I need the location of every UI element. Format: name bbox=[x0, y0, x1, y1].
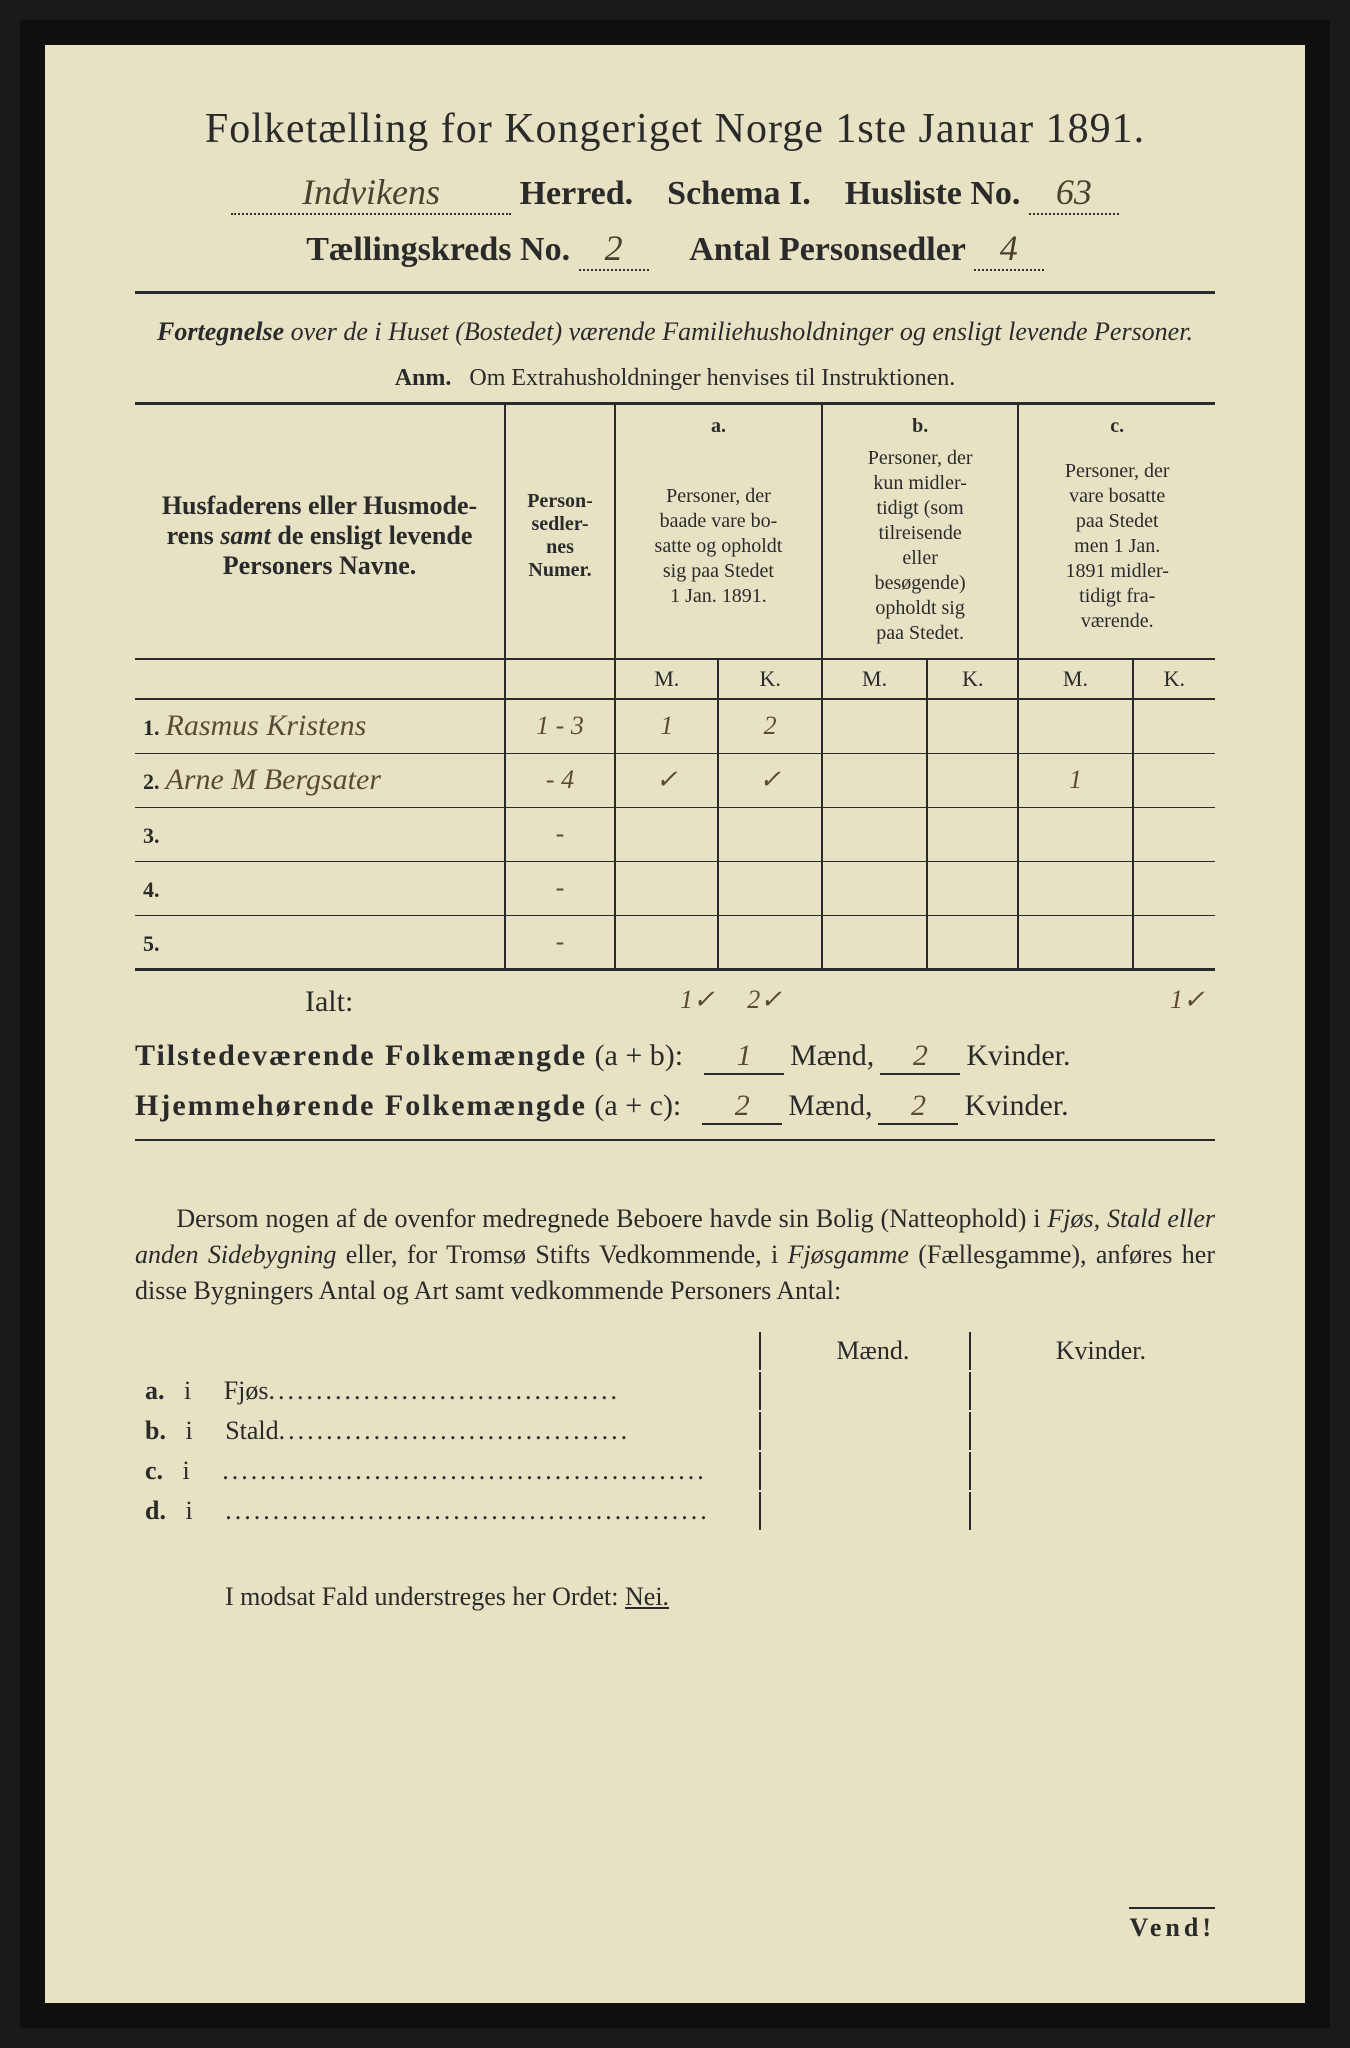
col-a-label: a. bbox=[615, 404, 822, 441]
subtitle-rest: over de i Huset (Bostedet) værende Famil… bbox=[284, 317, 1193, 346]
mk-table: Mænd. Kvinder. a. i Fjøs b. i Stald c. i… bbox=[135, 1330, 1215, 1532]
maend-header: Mænd. bbox=[779, 1332, 967, 1370]
kvinder-label: Kvinder. bbox=[966, 1039, 1070, 1073]
header-line-3: Tællingskreds No. 2 Antal Personsedler 4 bbox=[135, 227, 1215, 271]
mk-row: b. i Stald bbox=[137, 1412, 1213, 1450]
hjemme-k: 2 bbox=[878, 1089, 958, 1125]
kvinder-label: Kvinder. bbox=[964, 1089, 1068, 1123]
hjemme-formula: (a + c): bbox=[594, 1089, 681, 1123]
maend-label: Mænd, bbox=[788, 1089, 872, 1123]
kreds-number-handwritten: 2 bbox=[579, 227, 649, 271]
m-label: M. bbox=[1018, 659, 1132, 699]
anm-text: Om Extrahusholdninger henvises til Instr… bbox=[469, 365, 955, 391]
table-row: 4. - bbox=[135, 861, 1215, 915]
hjemme-label: Hjemmehørende Folkemængde bbox=[135, 1089, 587, 1123]
ialt-c-values: 1✓ bbox=[1170, 985, 1205, 1015]
mk-row: c. i bbox=[137, 1452, 1213, 1490]
antal-label: Antal Personsedler bbox=[689, 231, 965, 268]
vend-label: Vend! bbox=[1129, 1907, 1215, 1943]
census-form-page: Folketælling for Kongeriget Norge 1ste J… bbox=[20, 20, 1330, 2028]
herred-name-handwritten: Indvikens bbox=[231, 171, 511, 215]
mk-row: a. i Fjøs bbox=[137, 1372, 1213, 1410]
tilstede-label: Tilstedeværende Folkemængde bbox=[135, 1039, 587, 1073]
col-c-label: c. bbox=[1018, 404, 1215, 441]
mk-row: d. i bbox=[137, 1492, 1213, 1530]
col1-header: Husfaderens eller Husmode-rens samt de e… bbox=[143, 471, 496, 601]
bottom-line: I modsat Fald understreges her Ordet: Ne… bbox=[135, 1582, 1215, 1612]
maend-label: Mænd, bbox=[790, 1039, 874, 1073]
divider bbox=[135, 291, 1215, 294]
page-title: Folketælling for Kongeriget Norge 1ste J… bbox=[135, 105, 1215, 153]
ialt-a-values: 1✓ 2✓ bbox=[680, 985, 782, 1015]
k-label: K. bbox=[1133, 659, 1215, 699]
table-row: 3. - bbox=[135, 807, 1215, 861]
schema-label: Schema I. bbox=[667, 175, 811, 212]
tilstede-m: 1 bbox=[704, 1039, 784, 1075]
antal-number-handwritten: 4 bbox=[974, 227, 1044, 271]
anm-label: Anm. bbox=[395, 365, 452, 391]
tilstede-formula: (a + b): bbox=[595, 1039, 684, 1073]
totals-section: Ialt: 1✓ 2✓ 1✓ Tilstedeværende Folkemæng… bbox=[135, 985, 1215, 1125]
kreds-label: Tællingskreds No. bbox=[306, 231, 570, 268]
main-table: Husfaderens eller Husmode-rens samt de e… bbox=[135, 402, 1215, 971]
m-label: M. bbox=[822, 659, 927, 699]
tilstede-k: 2 bbox=[880, 1039, 960, 1075]
nei-underlined: Nei. bbox=[625, 1582, 669, 1611]
col-b-label: b. bbox=[822, 404, 1019, 441]
husliste-label: Husliste No. bbox=[845, 175, 1021, 212]
kvinder-header: Kvinder. bbox=[989, 1332, 1213, 1370]
col-c-text: Personer, dervare bosattepaa Stedetmen 1… bbox=[1018, 440, 1215, 659]
col2-header: Person-sedler-nesNumer. bbox=[514, 490, 606, 582]
k-label: K. bbox=[927, 659, 1018, 699]
paragraph: Dersom nogen af de ovenfor medregnede Be… bbox=[135, 1201, 1215, 1310]
table-row: 5. - bbox=[135, 915, 1215, 969]
subtitle: Fortegnelse over de i Huset (Bostedet) v… bbox=[135, 314, 1215, 349]
hjemme-m: 2 bbox=[702, 1089, 782, 1125]
m-label: M. bbox=[615, 659, 718, 699]
k-label: K. bbox=[718, 659, 821, 699]
header-line-2: Indvikens Herred. Schema I. Husliste No.… bbox=[135, 171, 1215, 215]
col-a-text: Personer, derbaade vare bo-satte og opho… bbox=[615, 440, 822, 659]
subtitle-prefix: Fortegnelse bbox=[157, 317, 284, 346]
ialt-label: Ialt: bbox=[135, 985, 353, 1019]
annotation-line: Anm. Om Extrahusholdninger henvises til … bbox=[135, 365, 1215, 392]
table-row: 2.Arne M Bergsater - 4 ✓ ✓ 1 bbox=[135, 753, 1215, 807]
col-b-text: Personer, derkun midler-tidigt (somtilre… bbox=[822, 440, 1019, 659]
husliste-number-handwritten: 63 bbox=[1029, 171, 1119, 215]
herred-label: Herred. bbox=[520, 175, 634, 212]
divider bbox=[135, 1139, 1215, 1141]
table-row: 1.Rasmus Kristens 1 - 3 1 2 bbox=[135, 699, 1215, 753]
